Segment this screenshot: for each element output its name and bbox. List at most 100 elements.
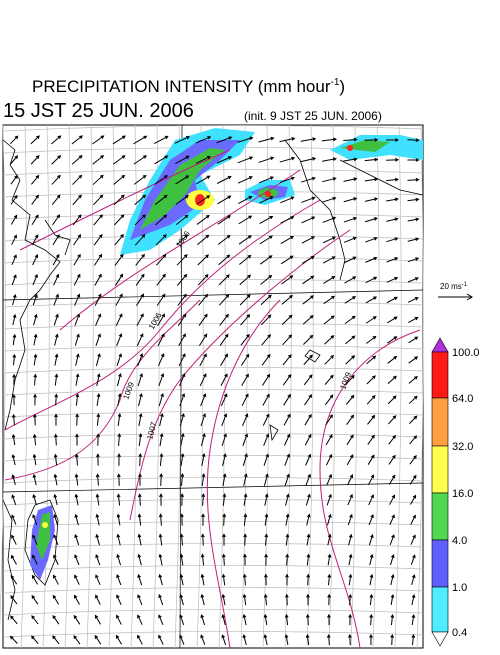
wind-vector (115, 313, 123, 327)
wind-vector (301, 236, 316, 244)
wind-vector (326, 493, 332, 506)
wind-vector (282, 334, 293, 346)
wind-vector (73, 253, 81, 266)
meridian (350, 124, 358, 649)
wind-vector (116, 353, 122, 367)
wind-vector (137, 594, 143, 606)
wind-vector (31, 174, 40, 185)
map-frame (2, 124, 424, 649)
colorbar-label: 100.0 (452, 347, 480, 359)
wind-vector (348, 573, 353, 586)
wind-vector (96, 393, 101, 406)
wind-vector (368, 533, 374, 546)
wind-vector (116, 614, 122, 625)
islands (269, 349, 321, 442)
wind-vector (386, 316, 398, 324)
wind-vector (390, 573, 395, 586)
wind-vector (31, 574, 39, 585)
wind-vector (135, 273, 145, 286)
wind-vector (348, 553, 353, 566)
colorbar-label: 32.0 (452, 441, 473, 453)
wind-vector (264, 513, 269, 526)
wind-vector (75, 373, 80, 386)
wind-vector (73, 635, 81, 645)
wind-vector (279, 176, 295, 183)
wind-vector (136, 313, 144, 327)
wind-vector (11, 453, 16, 466)
wind-vector (158, 614, 164, 625)
wind-vector (134, 214, 146, 226)
wind-vector (390, 593, 395, 606)
wind-vector (96, 373, 101, 386)
wind-vector (95, 333, 102, 346)
wind-vector (158, 513, 163, 526)
wind-vector (327, 593, 331, 606)
wind-vector (93, 233, 103, 246)
parallel (2, 521, 424, 528)
wind-vector (387, 355, 398, 364)
wind-vector (386, 157, 399, 162)
wind-vector (407, 277, 419, 283)
wind-vector (72, 214, 82, 226)
wind-vector (367, 434, 375, 445)
wind-vector (300, 176, 316, 183)
colorbar (431, 337, 449, 647)
wind-vector (344, 296, 357, 304)
meridian (20, 124, 28, 649)
title: PRECIPITATION INTENSITY (mm hour-1) (32, 77, 345, 96)
wind-vector (31, 615, 39, 625)
wind-vector (9, 635, 18, 644)
wind-vector (74, 594, 80, 605)
wind-vector (11, 474, 16, 486)
wind-vector (327, 553, 332, 566)
wind-vector (344, 315, 356, 325)
wind-vector (238, 215, 253, 225)
wind-vector (281, 275, 294, 285)
wind-vector (240, 353, 250, 366)
parallel (2, 279, 424, 286)
wind-vector (74, 293, 81, 306)
wind-vector (386, 257, 399, 263)
wind-vector (305, 633, 310, 646)
wind-vector (302, 275, 315, 285)
wind-vector (11, 254, 17, 266)
wind-vector (348, 613, 352, 626)
wind-vector (200, 433, 206, 447)
wind-vector (263, 473, 269, 486)
wind-vector (408, 415, 418, 425)
wind-vector (138, 453, 143, 466)
wind-vector (53, 433, 58, 446)
colorbar-label: 1.0 (452, 582, 467, 594)
wind-vector (114, 233, 124, 246)
wind-vector (263, 634, 268, 646)
wind-vector (280, 235, 295, 244)
wind-vector (52, 594, 60, 605)
parallel (2, 191, 424, 198)
wind-vector (219, 313, 229, 326)
wind-vector (305, 453, 312, 466)
wind-vector (411, 574, 416, 586)
wind-vector (221, 433, 227, 447)
wind-vector (95, 313, 102, 326)
meridian (218, 124, 226, 649)
wind-vector (366, 375, 376, 385)
wind-vector (367, 454, 375, 465)
wind-vector (53, 554, 59, 565)
wind-vector (33, 313, 38, 326)
map: 1006 1006 1009 1007 1009 (0, 124, 424, 655)
wind-vector (32, 514, 38, 526)
wind-vector (386, 237, 399, 243)
wind-vector (410, 514, 416, 525)
wind-vector (364, 197, 379, 202)
wind-vector (197, 274, 209, 286)
wind-vector (285, 493, 290, 506)
wind-vector (345, 335, 356, 345)
wind-vector (179, 553, 184, 566)
wind-vector (386, 138, 400, 142)
wind-vector (347, 493, 353, 506)
wind-vector (261, 353, 271, 366)
wind-vector (175, 155, 190, 165)
wind-vector (30, 135, 40, 145)
wind-vector (409, 435, 418, 445)
wind-vector (53, 534, 59, 546)
